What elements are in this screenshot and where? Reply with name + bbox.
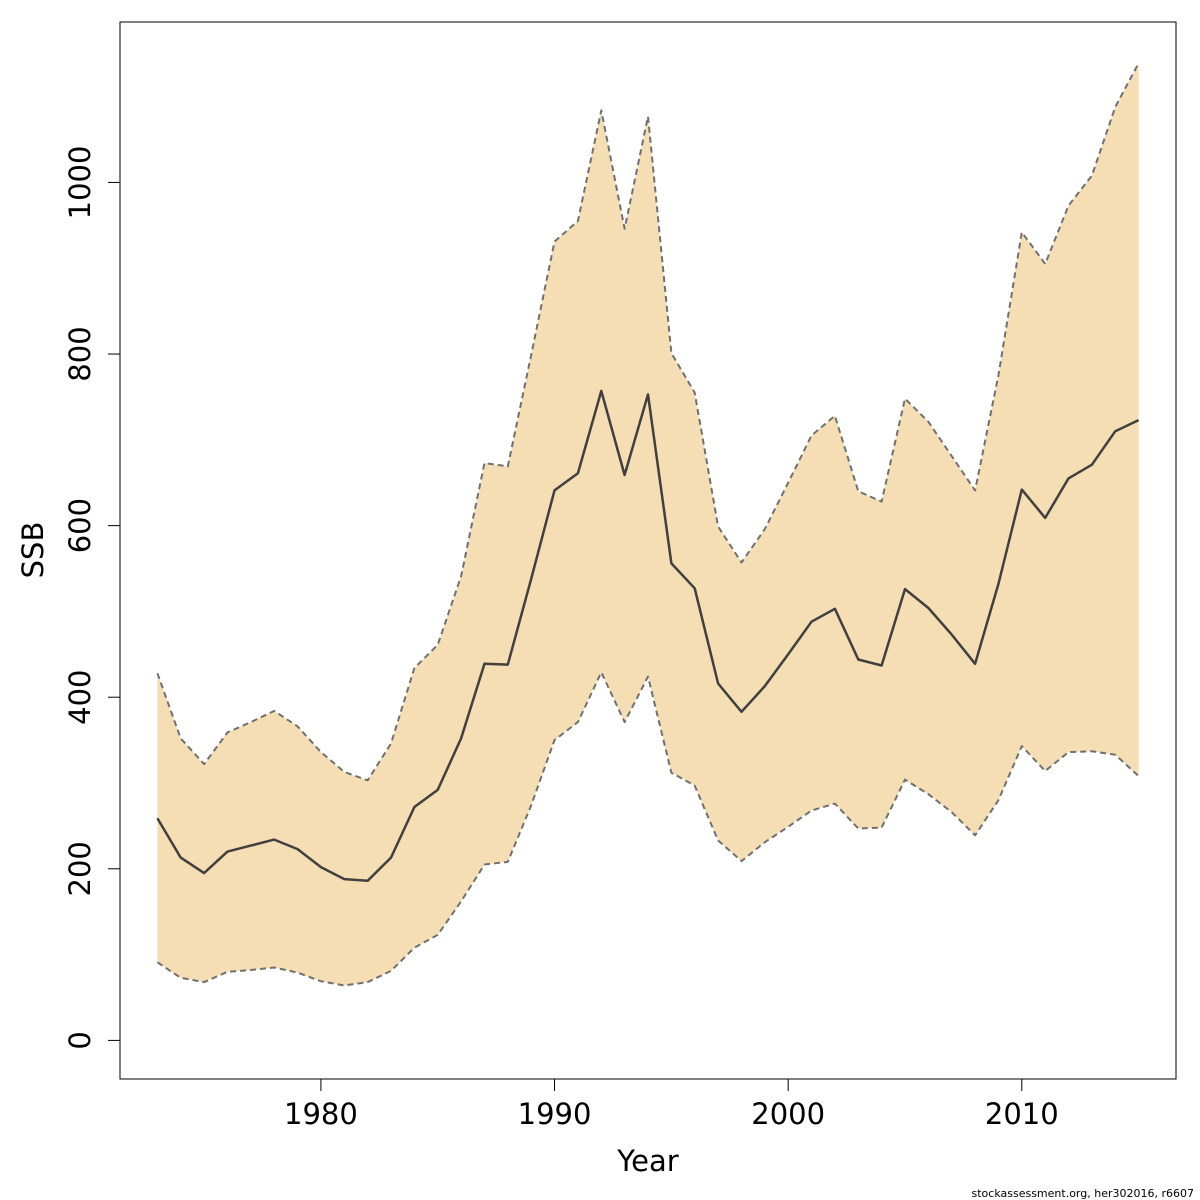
x-axis-title: Year [616, 1144, 678, 1178]
x-tick-label: 2010 [985, 1097, 1059, 1131]
y-axis: 0 200 400 600 800 1000 [63, 146, 121, 1050]
median-line [156, 389, 1140, 883]
x-tick-label: 2000 [751, 1097, 825, 1131]
x-axis: 1980 1990 2000 2010 [284, 1078, 1059, 1131]
lower-bound-line [156, 671, 1140, 987]
x-tick-label: 1980 [284, 1097, 358, 1131]
series-line-layer [156, 62, 1140, 987]
y-axis-title: SSB [16, 522, 50, 579]
footer-credit: stockassessment.org, her302016, r6607 [972, 1187, 1195, 1200]
y-tick-label: 400 [63, 670, 97, 725]
y-tick-label: 200 [63, 841, 97, 896]
y-tick-label: 600 [63, 498, 97, 553]
y-tick-label: 1000 [63, 146, 97, 220]
y-tick-label: 800 [63, 326, 97, 381]
confidence-band-layer [157, 63, 1139, 986]
x-tick-label: 1990 [518, 1097, 592, 1131]
y-tick-label: 0 [63, 1031, 97, 1049]
upper-bound-line [156, 62, 1140, 782]
confidence-band [157, 63, 1139, 986]
